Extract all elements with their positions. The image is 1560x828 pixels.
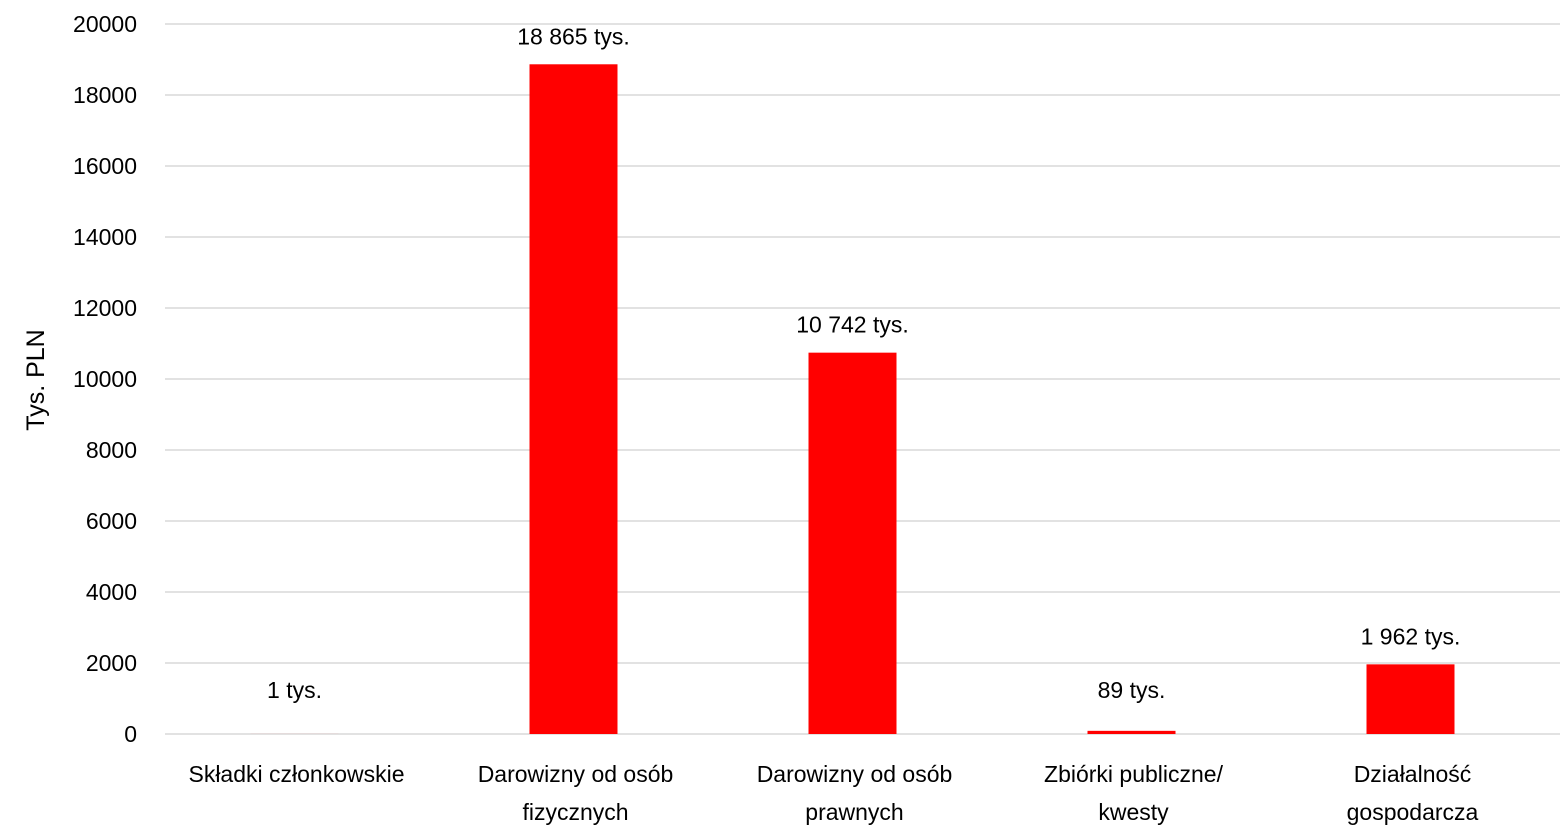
category-label: Darowizny od osób prawnych (757, 761, 953, 825)
y-tick-label: 12000 (73, 295, 137, 321)
category-label-line: fizycznych (522, 799, 628, 825)
data-label: 89 tys. (1098, 677, 1166, 703)
y-axis-ticks: 0 2000 4000 6000 8000 10000 12000 14000 16000 180… (73, 11, 137, 747)
y-tick-label: 6000 (86, 508, 137, 534)
y-tick-label: 20000 (73, 11, 137, 37)
data-label: 10 742 tys. (796, 312, 909, 338)
category-label: Darowizny od osób fizycznych (478, 761, 674, 825)
y-axis-title: Tys. PLN (22, 329, 50, 430)
category-label-line: Zbiórki publiczne/ (1044, 761, 1224, 787)
y-tick-label: 2000 (86, 650, 137, 676)
category-label: Składki członkowskie (188, 761, 404, 787)
y-tick-label: 0 (124, 721, 137, 747)
y-tick-label: 8000 (86, 437, 137, 463)
bar (808, 352, 897, 734)
data-label: 18 865 tys. (517, 23, 630, 49)
category-label-line: prawnych (805, 799, 903, 825)
x-axis-categories: Składki członkowskie Darowizny od osób fiz… (188, 761, 1478, 825)
data-label: 1 962 tys. (1361, 623, 1461, 649)
data-labels: 1 tys. 18 865 tys. 10 742 tys. 89 tys. 1 962… (267, 23, 1460, 703)
bar (1087, 730, 1176, 734)
category-label: Zbiórki publiczne/kwesty (1044, 761, 1224, 825)
category-label: Działalność gospodarcza (1347, 761, 1479, 825)
bars (250, 64, 1455, 735)
category-label-line: Darowizny od osób (478, 761, 674, 787)
category-label-line: gospodarcza (1347, 799, 1479, 825)
bar (529, 64, 618, 735)
category-label-line: Składki członkowskie (188, 761, 404, 787)
category-label-line: Działalność (1354, 761, 1472, 787)
data-label: 1 tys. (267, 677, 322, 703)
y-tick-label: 16000 (73, 153, 137, 179)
y-tick-label: 10000 (73, 366, 137, 392)
category-label-line: kwesty (1098, 799, 1169, 825)
y-tick-label: 18000 (73, 82, 137, 108)
y-tick-label: 4000 (86, 579, 137, 605)
bar (1366, 664, 1455, 734)
category-label-line: Darowizny od osób (757, 761, 953, 787)
y-tick-label: 14000 (73, 224, 137, 250)
